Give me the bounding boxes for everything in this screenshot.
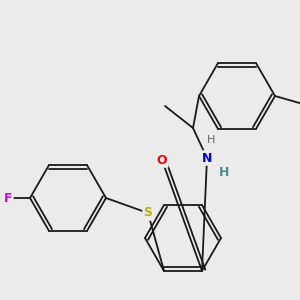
Text: F: F xyxy=(4,191,12,205)
Text: N: N xyxy=(202,152,212,164)
Text: O: O xyxy=(157,154,167,166)
Text: H: H xyxy=(219,166,229,178)
Text: S: S xyxy=(143,206,152,220)
Text: H: H xyxy=(207,135,215,145)
